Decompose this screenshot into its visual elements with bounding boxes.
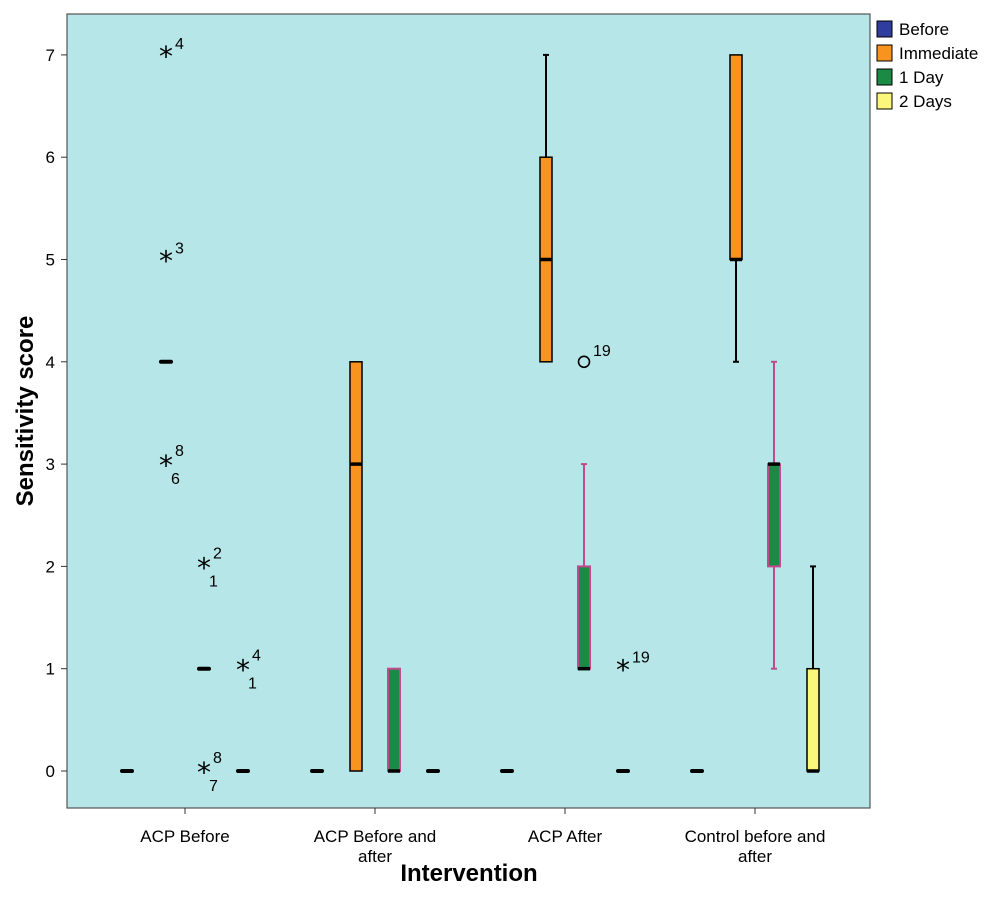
legend-label: 2 Days xyxy=(899,92,952,111)
outlier-star: * xyxy=(616,654,630,687)
outlier-circle xyxy=(577,355,591,369)
legend-swatch xyxy=(876,68,893,86)
plot-area xyxy=(66,13,871,809)
x-tick-label: Control before and xyxy=(685,827,826,846)
y-tick-label: 3 xyxy=(46,455,55,474)
box-1-day-cat3 xyxy=(767,360,781,670)
y-tick-label: 6 xyxy=(46,148,55,167)
y-axis-title: Sensitivity score xyxy=(12,316,39,507)
legend-swatch xyxy=(876,92,893,110)
x-tick-label: ACP Before and xyxy=(314,827,437,846)
outlier-star: * xyxy=(236,654,250,687)
box-2-days-cat3 xyxy=(806,565,820,773)
outlier-label: 1 xyxy=(248,676,257,693)
y-tick-label: 1 xyxy=(46,660,55,679)
outlier-label: 4 xyxy=(175,36,184,53)
y-tick-label: 0 xyxy=(46,762,55,781)
outlier-label: 8 xyxy=(213,750,222,767)
outlier-star: * xyxy=(197,551,211,584)
legend-label: Immediate xyxy=(899,44,978,63)
outlier-label: 7 xyxy=(209,778,218,795)
box-1-day-cat1 xyxy=(387,667,401,773)
outlier-label: 3 xyxy=(175,241,184,258)
box-body xyxy=(806,667,820,772)
x-axis-title: Intervention xyxy=(400,860,537,887)
y-tick-label: 4 xyxy=(46,353,55,372)
outlier-star: * xyxy=(159,40,173,73)
boxes xyxy=(120,53,820,773)
legend-swatch xyxy=(876,44,893,62)
legend-label: 1 Day xyxy=(899,68,944,87)
x-tick-label: after xyxy=(358,847,392,866)
box-body xyxy=(577,565,591,670)
y-tick-label: 2 xyxy=(46,557,55,576)
y-tick-label: 5 xyxy=(46,251,55,270)
legend-swatch xyxy=(876,20,893,38)
x-tick-label: after xyxy=(738,847,772,866)
outlier-label: 8 xyxy=(175,443,184,460)
box-body xyxy=(387,667,401,773)
y-tick-label: 7 xyxy=(46,46,55,65)
box-immediate-cat1 xyxy=(349,361,363,772)
outlier-label: 6 xyxy=(171,471,180,488)
outlier-star: * xyxy=(159,449,173,482)
outlier-label: 1 xyxy=(209,573,218,590)
outlier-label: 4 xyxy=(252,648,261,665)
x-tick-label: ACP After xyxy=(528,827,603,846)
outlier-label: 19 xyxy=(632,650,650,667)
outlier-star: * xyxy=(197,756,211,789)
box-body xyxy=(349,361,363,772)
box-body xyxy=(729,54,743,261)
x-tick-label: ACP Before xyxy=(140,827,229,846)
legend-label: Before xyxy=(899,20,949,39)
box-immediate-cat3 xyxy=(729,54,743,363)
outlier-label: 2 xyxy=(213,545,222,562)
legend: Before Immediate 1 Day 2 Days xyxy=(876,20,978,111)
box-1-day-cat2 xyxy=(577,463,591,671)
outlier-label: 19 xyxy=(593,343,611,360)
outlier-star: * xyxy=(159,245,173,278)
box-body xyxy=(767,463,781,568)
box-immediate-cat2 xyxy=(539,53,553,363)
